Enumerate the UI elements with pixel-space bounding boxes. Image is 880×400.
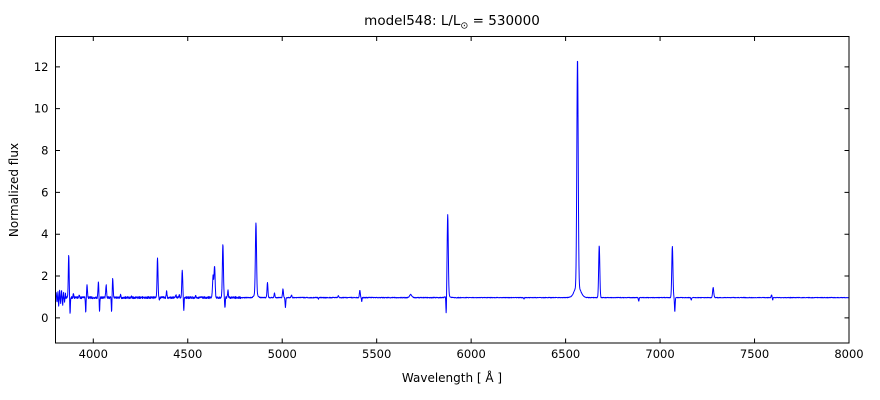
x-tick-label: 5000 — [268, 347, 297, 361]
x-axis-label: Wavelength [ Å ] — [402, 370, 502, 385]
y-tick-label: 8 — [41, 144, 48, 158]
spectrum-line — [55, 60, 849, 314]
chart-title-main: model548: L/L — [364, 13, 461, 29]
x-tick-label: 6000 — [457, 347, 486, 361]
x-tick-label: 4000 — [79, 347, 108, 361]
x-tick-label: 6500 — [551, 347, 580, 361]
plot-border — [55, 36, 850, 344]
x-tick-label: 5500 — [362, 347, 391, 361]
x-tick-label: 7000 — [645, 347, 674, 361]
tick-labels: 4000 4500 5000 5500 6000 6500 7000 7500 8000 0 2 4 6… — [34, 60, 864, 361]
spectrum-series — [55, 60, 849, 314]
sun-symbol: ⊙ — [460, 21, 468, 32]
x-tick-label: 8000 — [834, 347, 863, 361]
y-tick-label: 10 — [34, 102, 49, 116]
chart-title-value: = 530000 — [468, 13, 539, 29]
x-tick-label: 4500 — [173, 347, 202, 361]
x-tick-label: 7500 — [740, 347, 769, 361]
chart-title: model548: L/L⊙ = 530000 — [364, 13, 540, 32]
y-axis-label: Normalized flux — [7, 143, 21, 237]
y-tick-label: 4 — [41, 227, 48, 241]
y-tick-label: 0 — [41, 311, 48, 325]
y-tick-label: 12 — [34, 60, 49, 74]
y-tick-label: 2 — [41, 269, 48, 283]
y-tick-label: 6 — [41, 185, 48, 199]
